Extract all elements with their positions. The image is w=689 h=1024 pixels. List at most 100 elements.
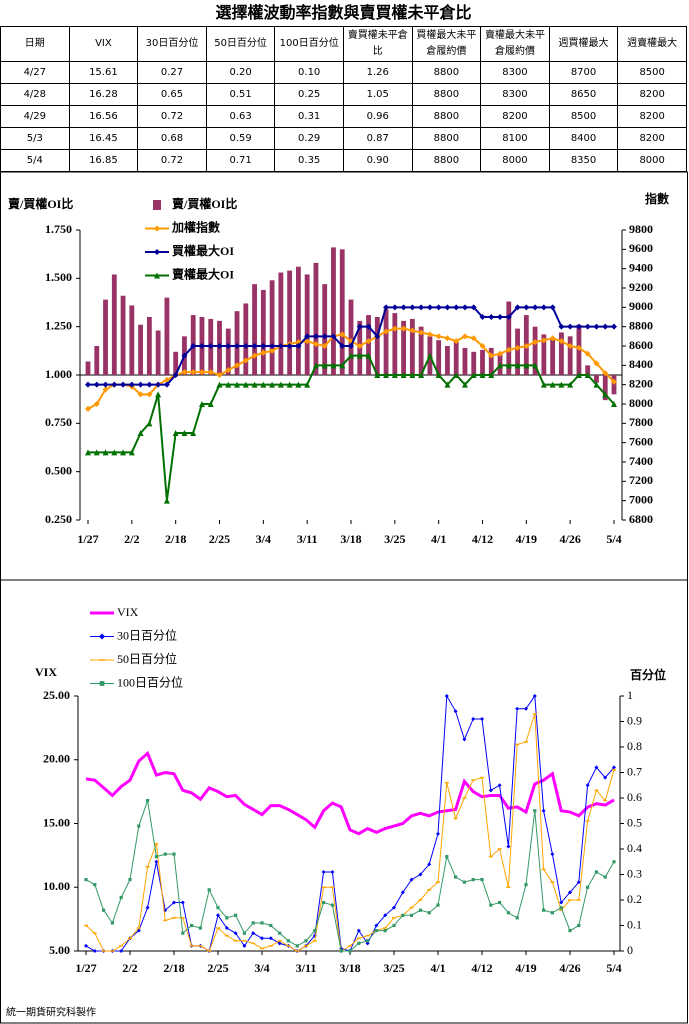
marker [391, 372, 398, 378]
marker [383, 304, 390, 311]
marker [558, 381, 565, 388]
marker [356, 352, 363, 359]
table-cell: 0.25 [274, 83, 344, 106]
table-row: 4/28 16.28 0.65 0.51 0.25 1.05 8800 8300 8650 820… [0, 83, 687, 106]
y2-tick-label: 0.9 [627, 713, 642, 727]
marker [190, 923, 194, 928]
marker [172, 430, 179, 436]
marker [216, 913, 220, 918]
bar [366, 315, 371, 375]
x-tick-label: 2/25 [207, 961, 228, 975]
marker [585, 783, 590, 788]
table-cell: 8800 [411, 61, 482, 84]
marker [488, 788, 493, 793]
marker [418, 304, 425, 311]
table-cell: 0.87 [342, 127, 413, 150]
table-cell: 8300 [480, 61, 550, 84]
marker [180, 900, 185, 905]
bar [243, 303, 249, 375]
marker [163, 497, 170, 504]
table-cell: 1.26 [342, 61, 413, 84]
bar [138, 324, 144, 375]
bar [471, 351, 477, 375]
marker [488, 314, 495, 320]
marker [505, 346, 512, 353]
y2-tick-label: 7800 [629, 415, 653, 429]
marker [480, 716, 484, 721]
marker [365, 323, 372, 330]
marker [190, 369, 197, 376]
marker [532, 694, 537, 698]
table-cell: 0.31 [274, 105, 344, 128]
marker [146, 381, 153, 388]
bar [506, 301, 512, 375]
x-tick-label: 4/1 [431, 532, 446, 546]
table-cell: 0.65 [137, 83, 207, 106]
bar [480, 349, 485, 375]
table-title: 選擇權波動率指數與賣買權未平倉比 [0, 0, 687, 27]
marker [110, 921, 114, 925]
marker [462, 737, 467, 742]
header-row: 日期 VIX 30日百分位 50日百分位 100日百分位 賣買權未平倉比 買權最大未平倉履約… [0, 26, 687, 62]
table-cell: 8800 [411, 149, 482, 172]
marker [304, 333, 311, 340]
table-cell: 0.29 [274, 127, 344, 150]
marker [85, 381, 91, 388]
marker [242, 931, 246, 935]
series-line [85, 750, 615, 836]
marker [523, 304, 530, 311]
table-cell: 0.51 [205, 83, 276, 106]
bar [120, 295, 126, 375]
y2-tick-label: 0.2 [627, 892, 642, 906]
y-tick-label: 1.000 [45, 367, 72, 381]
marker [584, 350, 591, 357]
marker [383, 929, 387, 933]
bar [585, 365, 591, 375]
marker [93, 381, 100, 388]
marker [286, 939, 290, 943]
marker [461, 304, 468, 311]
marker [559, 900, 564, 905]
x-tick-label: 3/18 [340, 532, 361, 546]
marker [497, 314, 504, 320]
y2-tick-label: 8600 [629, 338, 653, 352]
marker [558, 323, 565, 330]
marker [242, 943, 247, 948]
marker [348, 949, 352, 953]
header-cell: 100日百分位 [274, 26, 344, 62]
table-cell: 16.56 [68, 105, 139, 128]
table-row: 4/29 16.56 0.72 0.63 0.31 0.96 8800 8200 8500 820… [0, 105, 687, 128]
marker [514, 304, 521, 311]
marker [225, 916, 229, 920]
y2-tick-label: 0 [627, 943, 633, 957]
marker [523, 362, 530, 369]
marker [339, 343, 346, 349]
marker [304, 381, 311, 388]
marker [436, 831, 440, 836]
marker [154, 225, 160, 232]
marker [374, 333, 381, 340]
marker [365, 352, 372, 359]
x-tick-label: 4/12 [472, 532, 493, 546]
marker [593, 381, 600, 388]
marker [312, 362, 319, 369]
marker [453, 304, 460, 311]
x-tick-label: 3/25 [383, 961, 404, 975]
marker [145, 905, 150, 910]
marker [242, 381, 249, 388]
marker [374, 372, 381, 378]
marker [190, 430, 197, 436]
marker [444, 304, 451, 311]
marker [330, 869, 335, 874]
marker [514, 362, 521, 369]
marker [577, 923, 581, 928]
marker [454, 875, 458, 879]
y2-tick-label: 0.8 [627, 739, 642, 753]
marker [304, 338, 311, 345]
table-cell: 15.61 [68, 61, 139, 84]
y-tick-label: 0.250 [45, 512, 72, 526]
marker [339, 331, 346, 338]
bar [103, 299, 108, 375]
x-tick-label: 4/1 [430, 961, 445, 975]
marker [216, 381, 223, 388]
